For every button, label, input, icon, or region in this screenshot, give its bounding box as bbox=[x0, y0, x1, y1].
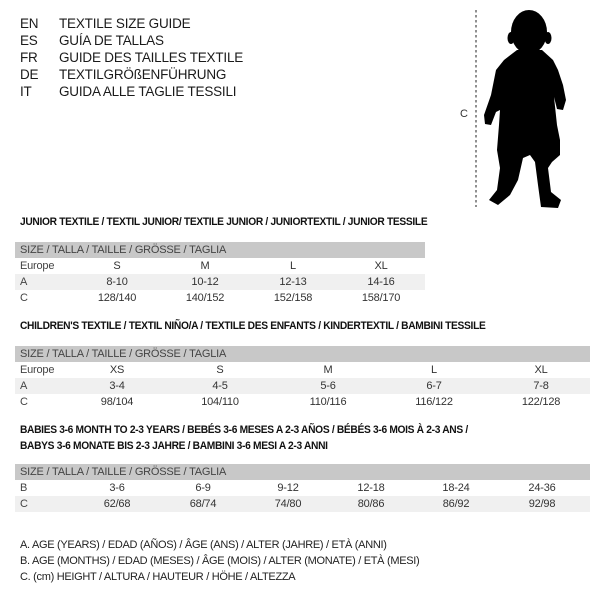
table-cell: 4-5 bbox=[212, 380, 228, 392]
table-cell: L bbox=[431, 364, 437, 376]
table-row: B 3-6 6-9 9-12 12-18 18-24 24-36 bbox=[15, 480, 590, 496]
table-cell: 158/170 bbox=[361, 292, 401, 304]
table-cell: 152/158 bbox=[273, 292, 313, 304]
table-cell: 8-10 bbox=[106, 276, 128, 288]
row-label: Europe bbox=[20, 364, 55, 376]
size-header-row: SIZE / TALLA / TAILLE / GRÖSSE / TAGLIA bbox=[15, 346, 590, 362]
junior-size-table: SIZE / TALLA / TAILLE / GRÖSSE / TAGLIA E… bbox=[15, 242, 425, 306]
table-cell: 122/128 bbox=[521, 396, 561, 408]
row-label: Europe bbox=[20, 260, 55, 272]
table-cell: 5-6 bbox=[320, 380, 336, 392]
legend-a: A. AGE (YEARS) / EDAD (AÑOS) / ÂGE (ANS)… bbox=[20, 539, 387, 551]
table-cell: 140/152 bbox=[185, 292, 225, 304]
table-cell: 92/98 bbox=[528, 498, 556, 510]
table-cell: 110/116 bbox=[309, 396, 347, 408]
table-row: A 8-10 10-12 12-13 14-16 bbox=[15, 274, 425, 290]
table-cell: 104/110 bbox=[201, 396, 239, 408]
lang-en: EN TEXTILE SIZE GUIDE bbox=[20, 16, 191, 31]
table-cell: 98/104 bbox=[100, 396, 134, 408]
table-cell: 24-36 bbox=[528, 482, 556, 494]
children-title: CHILDREN'S TEXTILE / TEXTIL NIÑO/A / TEX… bbox=[20, 320, 486, 332]
table-cell: XL bbox=[534, 364, 548, 376]
table-cell: 6-9 bbox=[195, 482, 211, 494]
table-cell: M bbox=[323, 364, 333, 376]
table-row: A 3-4 4-5 5-6 6-7 7-8 bbox=[15, 378, 590, 394]
table-cell: L bbox=[290, 260, 296, 272]
row-label: C bbox=[20, 292, 28, 304]
table-cell: 116/122 bbox=[415, 396, 453, 408]
table-cell: 68/74 bbox=[189, 498, 217, 510]
child-silhouette-icon bbox=[475, 10, 566, 208]
table-cell: 18-24 bbox=[442, 482, 470, 494]
table-cell: S bbox=[113, 260, 121, 272]
table-row: C 62/68 68/74 74/80 80/86 86/92 92/98 bbox=[15, 496, 590, 512]
legend: A. AGE (YEARS) / EDAD (AÑOS) / ÂGE (ANS)… bbox=[20, 537, 420, 585]
table-cell: 9-12 bbox=[277, 482, 299, 494]
table-row: Europe XS S M L XL bbox=[15, 362, 590, 378]
table-cell: 62/68 bbox=[103, 498, 131, 510]
lang-de: DE TEXTILGRÖßENFÜHRUNG bbox=[20, 67, 227, 82]
row-label: C bbox=[20, 396, 28, 408]
table-cell: 128/140 bbox=[97, 292, 137, 304]
row-label: B bbox=[20, 482, 28, 494]
size-header-row: SIZE / TALLA / TAILLE / GRÖSSE / TAGLIA bbox=[15, 464, 590, 480]
table-row: C 128/140 140/152 152/158 158/170 bbox=[15, 290, 425, 306]
row-label: A bbox=[20, 276, 28, 288]
table-cell: 7-8 bbox=[533, 380, 549, 392]
table-cell: 10-12 bbox=[191, 276, 219, 288]
language-titles: EN TEXTILE SIZE GUIDE ES GUÍA DE TALLAS FR… bbox=[20, 15, 243, 100]
table-cell: S bbox=[216, 364, 224, 376]
table-cell: 14-16 bbox=[367, 276, 395, 288]
height-label: C bbox=[460, 108, 468, 120]
table-cell: 86/92 bbox=[442, 498, 470, 510]
table-cell: 74/80 bbox=[274, 498, 302, 510]
lang-fr: FR GUIDE DES TAILLES TEXTILE bbox=[20, 50, 244, 65]
lang-es: ES GUÍA DE TALLAS bbox=[20, 33, 164, 48]
table-cell: XS bbox=[109, 364, 125, 376]
children-size-table: SIZE / TALLA / TAILLE / GRÖSSE / TAGLIA E… bbox=[15, 346, 590, 410]
table-cell: 3-4 bbox=[109, 380, 125, 392]
table-cell: 80/86 bbox=[357, 498, 385, 510]
row-label: A bbox=[20, 380, 28, 392]
figure-head bbox=[511, 10, 547, 54]
junior-title: JUNIOR TEXTILE / TEXTIL JUNIOR/ TEXTILE … bbox=[20, 216, 428, 228]
table-row: Europe S M L XL bbox=[15, 258, 425, 274]
babies-title: BABIES 3-6 MONTH TO 2-3 YEARS / BEBÉS 3-… bbox=[20, 424, 468, 436]
legend-b: B. AGE (MONTHS) / EDAD (MESES) / ÂGE (MO… bbox=[20, 555, 420, 567]
table-cell: 12-18 bbox=[357, 482, 385, 494]
row-label: C bbox=[20, 498, 28, 510]
table-cell: XL bbox=[374, 260, 388, 272]
table-cell: 3-6 bbox=[109, 482, 125, 494]
babies-title-2: BABYS 3-6 MONATE BIS 2-3 JAHRE / BAMBINI… bbox=[20, 440, 328, 452]
babies-size-table: SIZE / TALLA / TAILLE / GRÖSSE / TAGLIA B… bbox=[15, 464, 590, 512]
table-cell: 6-7 bbox=[426, 380, 442, 392]
figure-body bbox=[484, 50, 566, 208]
legend-c: C. (cm) HEIGHT / ALTURA / HAUTEUR / HÖHE… bbox=[20, 571, 296, 583]
table-cell: 12-13 bbox=[279, 276, 307, 288]
table-cell: M bbox=[200, 260, 210, 272]
size-header-row: SIZE / TALLA / TAILLE / GRÖSSE / TAGLIA bbox=[15, 242, 425, 258]
table-row: C 98/104 104/110 110/116 116/122 122/128 bbox=[15, 394, 590, 410]
lang-it: IT GUIDA ALLE TAGLIE TESSILI bbox=[20, 84, 237, 99]
